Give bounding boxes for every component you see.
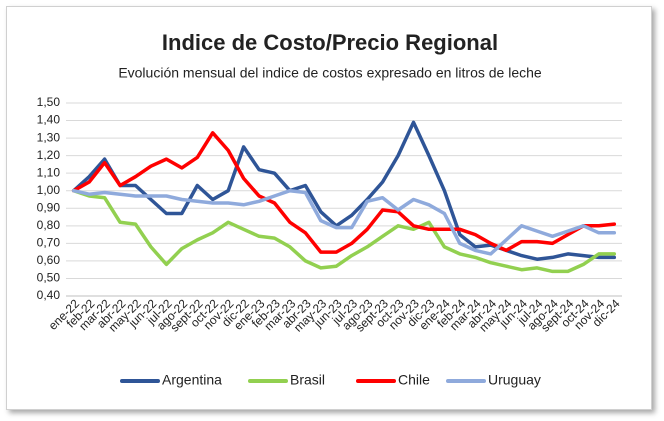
y-tick-label: 0,50 [37,271,61,285]
y-tick-label: 0,40 [37,288,61,302]
y-tick-label: 0,90 [37,200,61,214]
legend-label: Uruguay [488,372,541,388]
legend-label: Chile [398,372,430,388]
chart-subtitle: Evolución mensual del indice de costos e… [118,65,542,81]
y-tick-label: 1,50 [37,95,61,109]
y-tick-label: 0,80 [37,218,61,232]
y-tick-label: 0,60 [37,253,61,267]
y-tick-label: 1,30 [37,130,61,144]
y-tick-label: 1,00 [37,183,61,197]
y-tick-label: 0,70 [37,236,61,250]
series-line [71,188,617,256]
series-line [71,120,617,261]
series-line [71,188,617,274]
legend-label: Argentina [162,372,222,388]
legend-label: Brasil [290,372,325,388]
chart-title: Indice de Costo/Precio Regional [162,30,498,55]
y-tick-label: 1,40 [37,113,61,127]
y-tick-label: 1,20 [37,148,61,162]
y-tick-label: 1,10 [37,165,61,179]
series-line [71,131,617,254]
